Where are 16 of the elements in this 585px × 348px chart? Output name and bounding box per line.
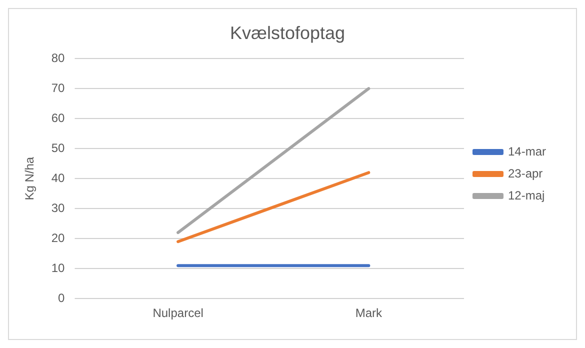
y-tick-label: 70: [51, 80, 66, 95]
chart-title: Kvælstofoptag: [230, 22, 346, 43]
y-tick-label: 20: [51, 230, 66, 245]
y-tick-label: 60: [51, 110, 66, 125]
y-tick-label: 80: [51, 50, 66, 65]
y-tick-label: 50: [51, 140, 66, 155]
legend-label: 14-mar: [508, 144, 546, 158]
y-axis-title: Kg N/ha: [22, 156, 37, 200]
y-tick-label: 40: [51, 170, 66, 185]
legend-label: 12-maj: [508, 188, 545, 202]
y-tick-label: 0: [58, 290, 66, 305]
y-tick-label: 10: [51, 260, 66, 275]
y-tick-label: 30: [51, 200, 66, 215]
legend-label: 23-apr: [508, 166, 543, 180]
x-tick-label: Nulparcel: [152, 306, 204, 320]
x-tick-label: Mark: [355, 306, 384, 320]
